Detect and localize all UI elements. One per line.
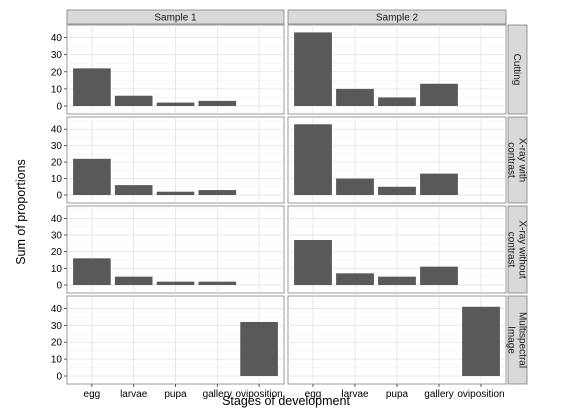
- panel-x-ray-with-contrast-sample-1: [66, 116, 285, 204]
- y-tick-label: 0: [56, 191, 62, 202]
- bar-egg: [73, 68, 111, 106]
- y-tick-label: 0: [56, 372, 62, 383]
- x-tick-label-larvae: larvae: [120, 389, 148, 400]
- y-tick-label: 0: [56, 102, 62, 113]
- x-tick-label-pupa: pupa: [386, 389, 409, 400]
- panel-x-ray-without-contrast-sample-2: [287, 205, 507, 294]
- y-tick-label: 30: [51, 321, 63, 332]
- y-tick-label: 40: [51, 214, 63, 225]
- panels-layer: [66, 24, 507, 385]
- x-tick-label-oviposition: oviposition: [235, 389, 282, 400]
- y-tick-label: 30: [51, 141, 63, 152]
- bar-gallery: [198, 190, 237, 195]
- row-strip-label-line: Cutting: [511, 54, 522, 86]
- x-tick-label-oviposition: oviposition: [457, 389, 504, 400]
- y-tick-label: 40: [51, 33, 63, 44]
- y-tick-label: 20: [51, 247, 63, 258]
- row-strip-label-line: X-ray without: [517, 220, 528, 279]
- row-strip-cutting: [507, 24, 528, 115]
- bar-pupa: [378, 276, 416, 285]
- panel-x-ray-without-contrast-sample-1: [66, 205, 285, 294]
- bar-egg: [73, 158, 111, 195]
- row-strip-x-ray-without-contrast: [507, 205, 528, 294]
- panel-x-ray-with-contrast-sample-2: [287, 116, 507, 204]
- bar-pupa: [156, 102, 195, 106]
- x-tick-label-egg: egg: [84, 389, 101, 400]
- bar-larvae: [114, 276, 153, 285]
- bar-pupa: [156, 281, 195, 285]
- bar-gallery: [198, 100, 237, 106]
- panel-multispectral-image-sample-2: [287, 295, 507, 385]
- column-strip-label-sample-2: Sample 2: [376, 13, 419, 24]
- bar-pupa: [156, 191, 195, 195]
- y-tick-label: 0: [56, 281, 62, 292]
- bar-pupa: [378, 186, 416, 195]
- axes-layer: 0 10 20 30 40 0 10 20 30 40 0 10 20 30 40 0 10 20 30 40 egg l…: [51, 33, 505, 400]
- bar-larvae: [336, 273, 374, 285]
- y-tick-label: 20: [51, 158, 63, 169]
- row-strip-label-line: Multispectral: [517, 312, 528, 368]
- bar-larvae: [114, 95, 153, 106]
- panel-cutting-sample-2: [287, 24, 507, 115]
- row-strip-label-cutting: Cutting: [511, 54, 522, 86]
- column-strip-sample-2: [287, 9, 507, 25]
- y-tick-label: 10: [51, 174, 63, 185]
- bar-egg: [294, 124, 332, 195]
- y-tick-label: 20: [51, 338, 63, 349]
- bar-oviposition: [462, 306, 500, 376]
- bar-larvae: [336, 88, 374, 106]
- y-tick-label: 40: [51, 304, 63, 315]
- y-tick-label: 20: [51, 67, 63, 78]
- y-axis-title: Sum of proportions: [14, 159, 28, 265]
- panel-cutting-sample-1: [66, 24, 285, 115]
- bar-oviposition: [240, 321, 278, 376]
- y-tick-label: 10: [51, 84, 63, 95]
- bar-gallery: [420, 266, 458, 285]
- bar-pupa: [378, 97, 416, 106]
- bar-egg: [294, 32, 332, 106]
- row-strip-label-line: Image: [506, 326, 517, 354]
- bar-gallery: [198, 281, 237, 285]
- y-tick-label: 30: [51, 231, 63, 242]
- bar-larvae: [114, 185, 153, 195]
- x-tick-label-egg: egg: [305, 389, 322, 400]
- bar-gallery: [420, 83, 458, 106]
- column-strip-label-sample-1: Sample 1: [154, 13, 197, 24]
- y-tick-label: 30: [51, 50, 63, 61]
- bar-egg: [294, 240, 332, 285]
- bar-egg: [73, 258, 111, 285]
- bar-larvae: [336, 178, 374, 195]
- y-tick-label: 10: [51, 355, 63, 366]
- x-tick-label-gallery: gallery: [424, 389, 453, 400]
- x-axis-title: Stages of development: [222, 394, 350, 408]
- y-tick-label: 10: [51, 264, 63, 275]
- x-tick-label-pupa: pupa: [164, 389, 187, 400]
- row-strip-label-line: contrast: [506, 232, 517, 268]
- x-tick-label-gallery: gallery: [203, 389, 232, 400]
- panel-multispectral-image-sample-1: [66, 295, 285, 385]
- row-strip-label-line: contrast: [506, 142, 517, 178]
- x-tick-label-larvae: larvae: [341, 389, 369, 400]
- bar-gallery: [420, 173, 458, 195]
- row-strip-multispectral-image: [507, 295, 528, 385]
- row-strip-x-ray-with-contrast: [507, 116, 528, 204]
- row-strip-label-line: X-ray with: [517, 138, 528, 182]
- y-tick-label: 40: [51, 125, 63, 136]
- column-strip-sample-1: [66, 9, 285, 25]
